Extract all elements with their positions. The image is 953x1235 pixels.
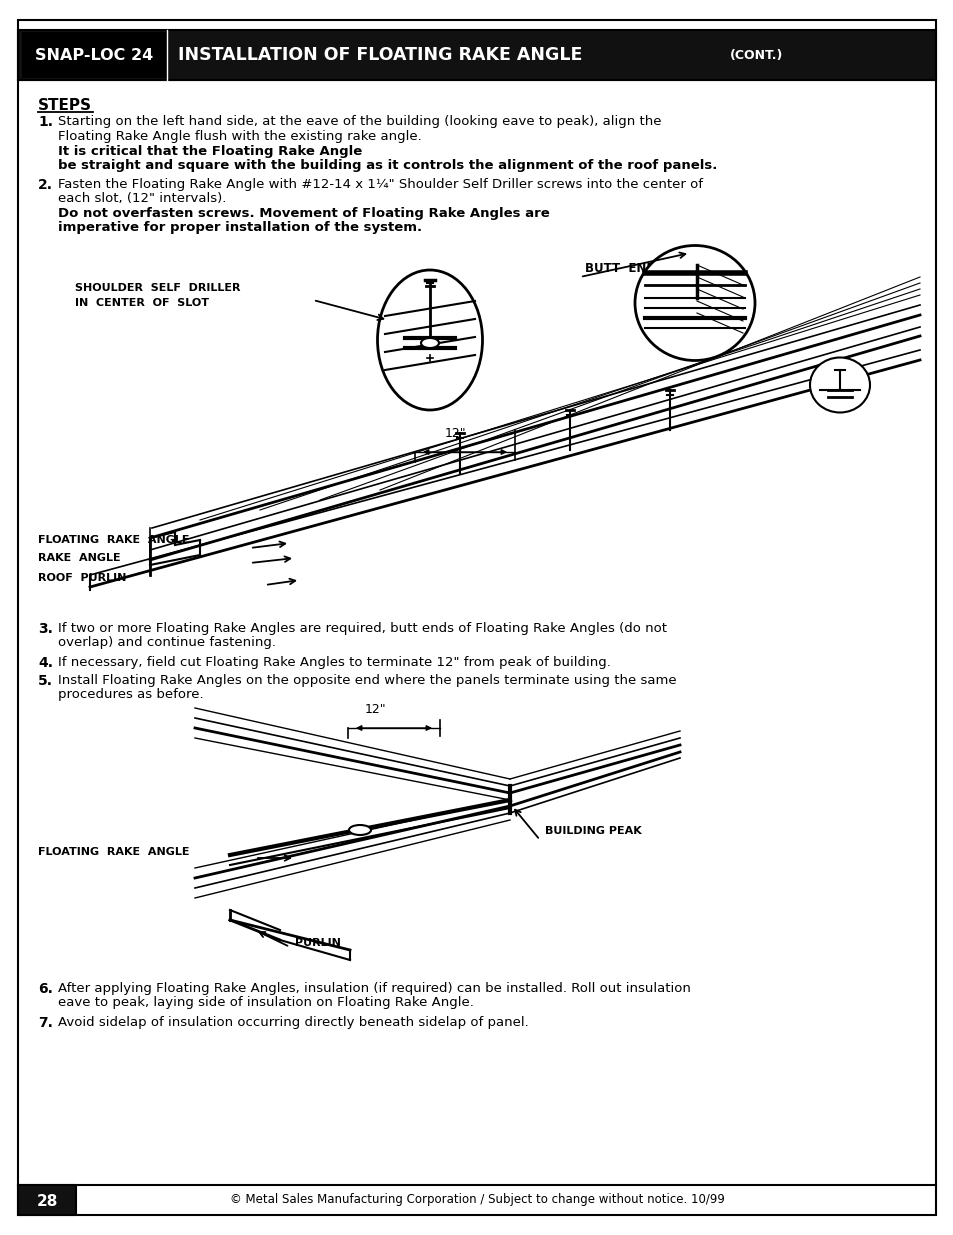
Text: INSTALLATION OF FLOATING RAKE ANGLE: INSTALLATION OF FLOATING RAKE ANGLE — [178, 46, 581, 64]
Text: © Metal Sales Manufacturing Corporation / Subject to change without notice. 10/9: © Metal Sales Manufacturing Corporation … — [230, 1193, 723, 1207]
Text: 12": 12" — [364, 703, 385, 716]
Ellipse shape — [635, 246, 754, 361]
Text: If necessary, field cut Floating Rake Angles to terminate 12" from peak of build: If necessary, field cut Floating Rake An… — [58, 656, 610, 669]
Text: Floating Rake Angle flush with the existing rake angle.: Floating Rake Angle flush with the exist… — [58, 130, 426, 143]
Text: BUILDING PEAK: BUILDING PEAK — [544, 826, 641, 836]
Text: imperative for proper installation of the system.: imperative for proper installation of th… — [58, 221, 421, 233]
Text: FLOATING  RAKE  ANGLE: FLOATING RAKE ANGLE — [38, 847, 190, 857]
Text: (CONT.): (CONT.) — [729, 48, 782, 62]
Text: RAKE  ANGLE: RAKE ANGLE — [38, 553, 120, 563]
Text: ROOF  PURLIN: ROOF PURLIN — [38, 573, 126, 583]
Text: 12": 12" — [444, 427, 465, 440]
Text: procedures as before.: procedures as before. — [58, 688, 203, 701]
Text: PURLIN: PURLIN — [294, 939, 340, 948]
Text: be straight and square with the building as it controls the alignment of the roo: be straight and square with the building… — [58, 159, 717, 172]
Text: Avoid sidelap of insulation occurring directly beneath sidelap of panel.: Avoid sidelap of insulation occurring di… — [58, 1016, 528, 1029]
Text: It is critical that the Floating Rake Angle: It is critical that the Floating Rake An… — [58, 144, 362, 158]
Text: overlap) and continue fastening.: overlap) and continue fastening. — [58, 636, 275, 650]
Bar — [22, 32, 167, 78]
Text: 6.: 6. — [38, 982, 52, 995]
Text: SNAP-LOC 24: SNAP-LOC 24 — [35, 47, 153, 63]
Text: 4.: 4. — [38, 656, 53, 671]
Text: 28: 28 — [36, 1194, 57, 1209]
Text: 7.: 7. — [38, 1016, 52, 1030]
Text: each slot, (12" intervals).: each slot, (12" intervals). — [58, 191, 231, 205]
Bar — [18, 30, 935, 80]
Text: eave to peak, laying side of insulation on Floating Rake Angle.: eave to peak, laying side of insulation … — [58, 995, 474, 1009]
Text: 3.: 3. — [38, 622, 52, 636]
Text: Install Floating Rake Angles on the opposite end where the panels terminate usin: Install Floating Rake Angles on the oppo… — [58, 674, 676, 687]
Text: 1.: 1. — [38, 115, 53, 128]
Text: If two or more Floating Rake Angles are required, butt ends of Floating Rake Ang: If two or more Floating Rake Angles are … — [58, 622, 666, 635]
Text: SHOULDER  SELF  DRILLER: SHOULDER SELF DRILLER — [75, 283, 240, 293]
Bar — [18, 1186, 76, 1215]
Text: Do not overfasten screws. Movement of Floating Rake Angles are: Do not overfasten screws. Movement of Fl… — [58, 207, 549, 220]
Text: After applying Floating Rake Angles, insulation (if required) can be installed. : After applying Floating Rake Angles, ins… — [58, 982, 690, 995]
Text: 5.: 5. — [38, 674, 53, 688]
Ellipse shape — [809, 357, 869, 412]
Ellipse shape — [420, 338, 438, 348]
Text: 2.: 2. — [38, 178, 53, 191]
Text: STEPS: STEPS — [38, 98, 91, 112]
Ellipse shape — [349, 825, 371, 835]
Text: BUTT  ENDS: BUTT ENDS — [584, 262, 664, 275]
Text: Starting on the left hand side, at the eave of the building (looking eave to pea: Starting on the left hand side, at the e… — [58, 115, 660, 128]
Ellipse shape — [377, 270, 482, 410]
Text: FLOATING  RAKE  ANGLE: FLOATING RAKE ANGLE — [38, 535, 190, 545]
Text: Fasten the Floating Rake Angle with #12-14 x 1¼" Shoulder Self Driller screws in: Fasten the Floating Rake Angle with #12-… — [58, 178, 702, 191]
Text: IN  CENTER  OF  SLOT: IN CENTER OF SLOT — [75, 298, 209, 308]
